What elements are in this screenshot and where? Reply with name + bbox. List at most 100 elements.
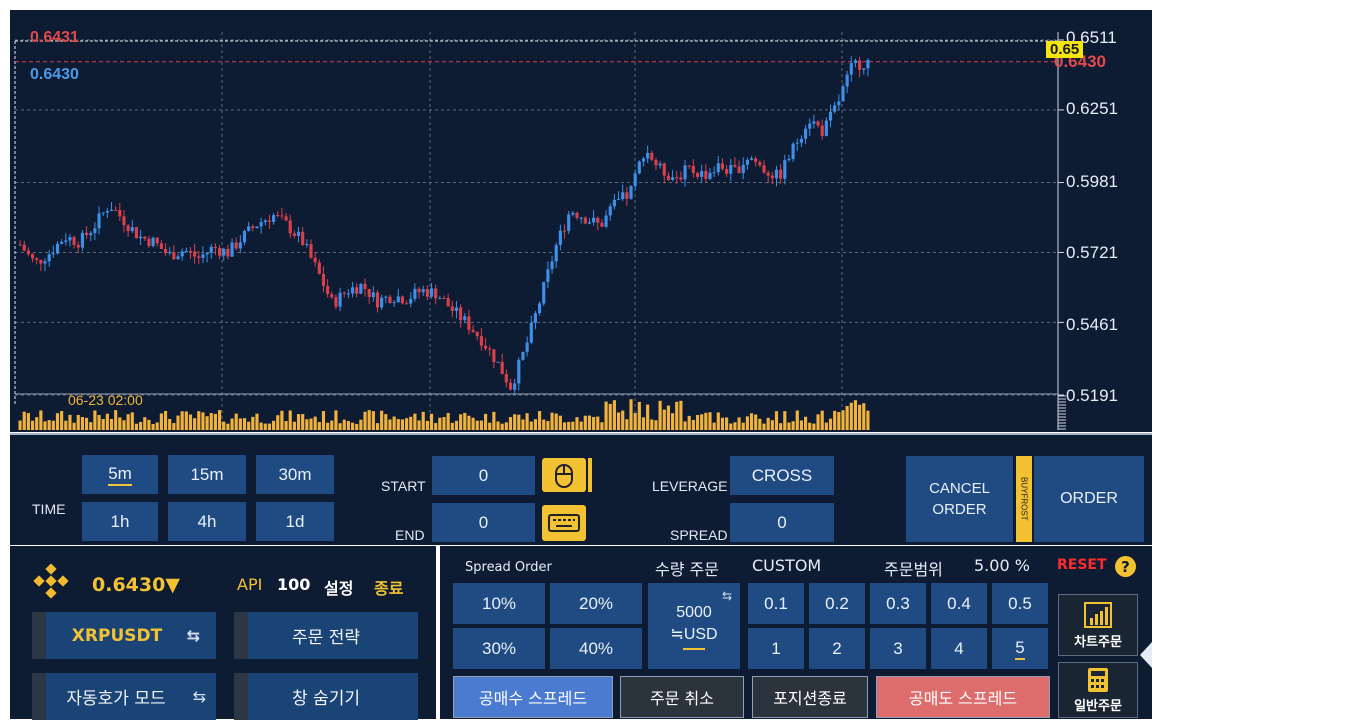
volume-bar (621, 410, 625, 430)
volume-bar (646, 404, 650, 430)
volume-bar (388, 419, 392, 430)
normal-order-button[interactable]: 일반주문 (1058, 662, 1138, 718)
candle (596, 217, 600, 223)
order-range-label: 주문범위 (884, 560, 943, 579)
y-tick-label: 0.5721 (1066, 243, 1118, 262)
volume-bar (434, 423, 438, 430)
volume-bar (459, 414, 463, 430)
collapse-arrow-icon[interactable] (1140, 642, 1152, 668)
qty-step-0.4-button[interactable]: 0.4 (931, 583, 987, 624)
volume-bar (708, 412, 712, 430)
chart-order-button[interactable]: 차트주문 (1058, 594, 1138, 656)
chart-canvas[interactable] (10, 10, 1152, 432)
chart-order-icon (1084, 601, 1112, 628)
candle (625, 192, 629, 199)
candle (779, 169, 783, 179)
volume-bar (109, 418, 114, 430)
volume-bar (342, 419, 346, 430)
swap-icon[interactable]: ⇆ (186, 626, 200, 645)
buyfrost-tab[interactable]: BUYFROST (1016, 456, 1032, 542)
timeframe-5m-button[interactable]: 5m (82, 455, 158, 494)
cancel-orders-button[interactable]: 주문 취소 (620, 676, 744, 718)
candle (280, 215, 284, 217)
candle (35, 258, 39, 260)
binance-logo (33, 563, 69, 599)
candle (101, 212, 105, 214)
volume-bar (774, 411, 779, 430)
volume-bar (213, 413, 217, 430)
candle (550, 261, 554, 270)
volume-bar (55, 413, 60, 430)
volume-bar (400, 419, 405, 430)
qty-step-4-button[interactable]: 4 (931, 628, 987, 669)
volume-bar (546, 421, 550, 430)
timeframe-1d-button[interactable]: 1d (256, 502, 334, 541)
qty-step-5-button[interactable]: 5 (992, 628, 1048, 669)
swap-icon[interactable]: ⇆ (721, 589, 732, 603)
reset-button[interactable]: RESET (1057, 557, 1107, 573)
candle (700, 170, 704, 177)
qty-step-3-button[interactable]: 3 (870, 628, 926, 669)
settings-link[interactable]: 설정 (324, 579, 354, 598)
spread-input[interactable]: 0 (730, 503, 834, 542)
candle (350, 287, 355, 294)
volume-bar (184, 411, 188, 430)
candle (259, 222, 263, 227)
keyboard-icon[interactable] (542, 505, 586, 541)
qty-step-0.3-button[interactable]: 0.3 (870, 583, 926, 624)
volume-bar (60, 411, 64, 430)
volume-bar (292, 421, 296, 430)
api-label: API (237, 575, 263, 594)
exit-link[interactable]: 종료 (374, 579, 404, 598)
end-input[interactable]: 0 (432, 503, 535, 542)
order-strategy-button[interactable]: 주문 전략 (234, 612, 418, 659)
timeframe-15m-button[interactable]: 15m (168, 455, 246, 494)
volume-bar (687, 415, 691, 430)
qty-step-2-button[interactable]: 2 (809, 628, 865, 669)
mouse-icon[interactable] (542, 458, 586, 492)
long-spread-button[interactable]: 공매수 스프레드 (453, 676, 613, 718)
order-button[interactable]: ORDER (1034, 456, 1144, 542)
qty-step-0.2-button[interactable]: 0.2 (809, 583, 865, 624)
hide-window-button[interactable]: 창 숨기기 (234, 673, 418, 720)
qty-step-0.5-button[interactable]: 0.5 (992, 583, 1048, 624)
leverage-select[interactable]: CROSS (730, 456, 834, 495)
order-range-value[interactable]: 5.00 % (974, 556, 1030, 575)
candle (122, 216, 126, 226)
symbol-select[interactable]: XRPUSDT ⇆ (32, 612, 216, 659)
volume-bar (93, 410, 97, 430)
candle (820, 125, 824, 136)
volume-bar (259, 422, 263, 430)
spread-30-button[interactable]: 30% (453, 628, 545, 669)
timeframe-4h-button[interactable]: 4h (168, 502, 246, 541)
qty-step-0.1-button[interactable]: 0.1 (748, 583, 804, 624)
timeframe-1h-button[interactable]: 1h (82, 502, 158, 541)
swap-icon[interactable]: ⇆ (192, 687, 206, 706)
spread-order-label: Spread Order (465, 560, 552, 575)
candle (804, 128, 808, 139)
candle (64, 240, 68, 242)
ticker-price: 0.6430▼ (92, 574, 180, 596)
start-input[interactable]: 0 (432, 456, 535, 495)
volume-bar (359, 419, 363, 430)
candle (438, 298, 442, 300)
qty-step-1-button[interactable]: 1 (748, 628, 804, 669)
auto-quote-mode-button[interactable]: 자동호가 모드 ⇆ (32, 673, 216, 720)
candle (80, 232, 84, 248)
volume-bar (538, 411, 542, 430)
cancel-order-button[interactable]: CANCEL ORDER (906, 456, 1013, 542)
short-spread-button[interactable]: 공매도 스프레드 (876, 676, 1050, 718)
close-position-button[interactable]: 포지션종료 (752, 676, 868, 718)
candle (459, 307, 463, 321)
volume-bar (367, 410, 371, 430)
spread-20-button[interactable]: 20% (550, 583, 642, 624)
spread-40-button[interactable]: 40% (550, 628, 642, 669)
volume-bar (737, 417, 741, 430)
help-icon[interactable]: ? (1115, 556, 1136, 577)
y-tick-label: 0.6251 (1066, 99, 1118, 118)
spread-10-button[interactable]: 10% (453, 583, 545, 624)
timeframe-30m-button[interactable]: 30m (256, 455, 334, 494)
price-chart[interactable]: 0.6431 0.6430 06-23 02:00 0.6511 0.6251 … (10, 10, 1152, 432)
candle (317, 262, 321, 274)
quantity-input[interactable]: 5000 ≒USD ⇆ (648, 583, 740, 669)
